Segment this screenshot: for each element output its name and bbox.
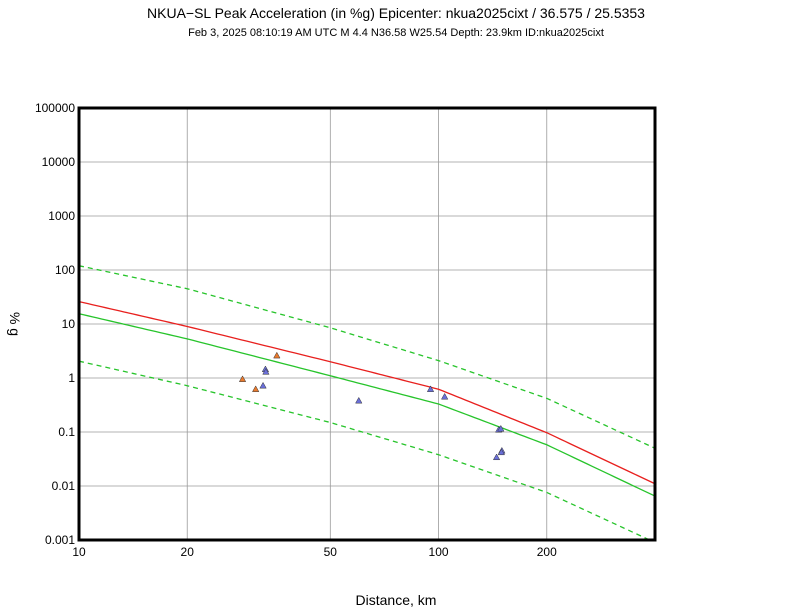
y-tick-label: 0.1	[58, 425, 75, 439]
regression-curve	[79, 313, 655, 497]
station-point	[238, 375, 247, 382]
plot-area	[79, 265, 655, 540]
station-point	[259, 381, 267, 389]
x-tick-label: 20	[181, 545, 195, 559]
chart-title: NKUA−SL Peak Acceleration (in %g) Epicen…	[147, 5, 645, 21]
y-tick-label: 0.001	[45, 533, 75, 547]
y-tick-label: 100	[55, 263, 75, 277]
y-axis-label: % g	[7, 312, 23, 336]
grid	[79, 108, 655, 540]
station-point	[441, 392, 449, 400]
station-point	[492, 453, 501, 461]
plot-frame	[77, 106, 657, 542]
bound-curve-dashed	[79, 360, 652, 540]
station-point	[273, 351, 281, 359]
y-tick-label: 100000	[35, 101, 75, 115]
y-axis-ticks: 0.001 0.01 0.1 1 10 100 1000 10000 100000	[35, 101, 75, 547]
x-tick-label: 10	[72, 545, 86, 559]
regression-curve	[79, 300, 655, 485]
x-tick-label: 100	[429, 545, 449, 559]
station-point	[497, 448, 505, 456]
y-tick-label: 10	[62, 317, 76, 331]
station-point	[252, 385, 260, 392]
y-tick-label: 1	[68, 371, 75, 385]
x-tick-label: 50	[324, 545, 338, 559]
x-axis-label: Distance, km	[356, 592, 437, 608]
station-point	[355, 396, 363, 404]
y-tick-label: 1000	[48, 209, 75, 223]
chart-subtitle: Feb 3, 2025 08:10:19 AM UTC M 4.4 N36.58…	[188, 27, 604, 39]
x-axis-ticks: 10 20 50 100 200	[72, 545, 557, 559]
station-point	[497, 424, 505, 432]
station-point	[426, 385, 435, 392]
y-tick-label: 0.01	[52, 479, 76, 493]
bound-curve-dashed	[79, 265, 655, 449]
y-tick-label: 10000	[42, 155, 76, 169]
x-tick-label: 200	[537, 545, 557, 559]
station-point	[262, 368, 270, 375]
